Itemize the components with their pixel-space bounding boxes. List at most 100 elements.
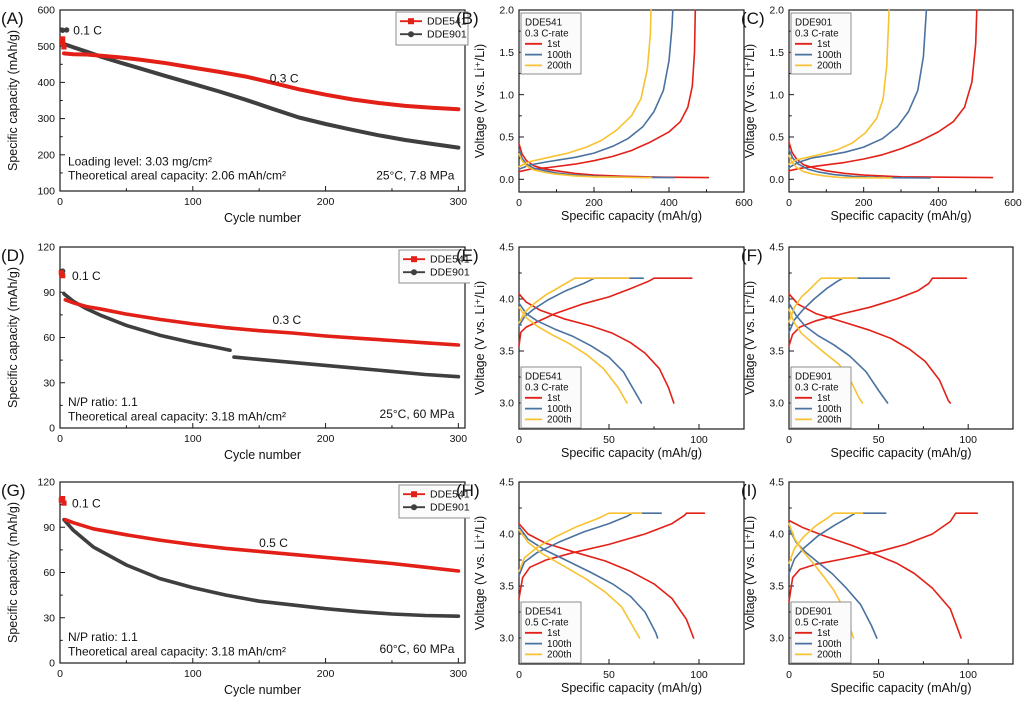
x-tick-label: 0 [57,668,63,680]
y-axis-label: Specific capacity (mAh/g) [6,267,20,408]
y-tick-label: 0.5 [769,132,784,144]
y-tick-label: 600 [37,5,55,17]
y-tick-label: 0.0 [769,174,784,186]
panel-G: 0 100 200 300 0 30 60 90 120 Cycle number Specific… [0,472,470,707]
annotation-3: Theoretical areal capacity: 3.18 mAh/cm² [68,409,286,423]
panel-I: 0 50 100 3.0 3.5 4.0 4.5 Specific capacity (mAh… [740,472,1024,707]
x-tick-label: 200 [855,197,873,209]
y-tick-label: 2.0 [499,5,514,17]
x-tick-label: 300 [450,433,468,445]
panel-D: 0 100 200 300 0 30 60 90 120 Cycle number Specific… [0,237,470,472]
y-axis-label: Voltage (V vs. Li⁺/Li) [743,516,757,630]
legend-entry-label: 200th [817,650,842,661]
y-tick-label: 1.0 [499,89,514,101]
y-tick-label: 0.5 [499,132,514,144]
panel-A: 0 100 200 300 100 200 300 400 500 600 Cycle number… [0,0,470,235]
series-100th-charge-line [518,9,674,170]
legend-title-1: 0.3 C-rate [525,382,569,393]
x-tick-label: 0 [786,197,792,209]
panel-B: 0 200 400 600 0.0 0.5 1.0 1.5 2.0 Specific capaci… [455,0,755,235]
x-tick-label: 50 [873,669,885,681]
legend-entry-label: 100th [547,639,572,650]
series-DDE541-0.1C-marker [58,270,64,276]
y-tick-label: 4.5 [499,242,514,254]
series-100th-charge-line [788,512,887,575]
series-100th-charge-line [518,512,662,577]
y-tick-label: 4.0 [499,294,514,306]
x-tick-label: 400 [660,197,678,209]
panel-F-chart: 0 50 100 3.0 3.5 4.0 4.5 Specific capacity (mAh… [741,242,1014,460]
legend-box [398,484,470,519]
x-tick-label: 0 [786,669,792,681]
y-tick-label: 4.5 [769,242,784,254]
series-DDE541-0.1C-marker [60,273,66,279]
plot-border [518,246,745,430]
x-axis-label: Specific capacity (mAh/g) [561,446,702,460]
x-tick-label: 600 [1004,197,1022,209]
legend-entry-label: DDE901 [427,29,467,41]
annotation-3: Theoretical areal capacity: 2.06 mAh/cm² [68,168,286,182]
y-tick-label: 120 [37,242,55,254]
annotation-2: N/P ratio: 1.1 [68,395,138,409]
panel-F: 0 50 100 3.0 3.5 4.0 4.5 Specific capacity (mAh… [740,237,1024,472]
legend-title-1: 0.5 C-rate [795,617,839,628]
x-axis-label: Cycle number [224,211,301,225]
series-1st-discharge-line [788,293,952,404]
legend-title-0: DDE541 [525,18,562,29]
panel-letter-E: (E) [456,246,479,265]
series-1st-charge-line [788,9,978,172]
panel-letter-G: (G) [1,481,26,500]
x-tick-label: 200 [317,433,335,445]
legend-title-0: DDE901 [795,372,832,383]
y-tick-label: 100 [37,186,55,198]
y-axis-label: Specific capacity (mAh/g) [6,30,20,171]
y-tick-label: 4.0 [769,294,784,306]
series-1st-charge-line [518,9,697,173]
annotation-1: 0.3 C [272,313,301,327]
y-tick-label: 0.0 [499,174,514,186]
series-DDE541-0.1C-marker [61,500,67,506]
legend-title-0: DDE541 [525,607,562,618]
series-DDE901-line [62,292,461,379]
series-200th-charge-line [788,512,864,564]
y-tick-label: 2.0 [769,5,784,17]
y-tick-label: 3.0 [499,633,514,645]
y-axis-label: Voltage (V vs. Li⁺/Li) [473,44,487,158]
series-100th-charge-line [788,9,928,169]
legend-swatch-marker [408,18,414,25]
y-tick-label: 1.5 [769,47,784,59]
x-tick-label: 100 [184,196,202,208]
x-tick-label: 100 [690,669,708,681]
x-axis-label: Specific capacity (mAh/g) [830,681,971,695]
y-axis-label: Voltage (V vs. Li⁺/Li) [473,281,487,395]
x-tick-label: 200 [317,196,335,208]
y-tick-label: 1.0 [769,89,784,101]
x-tick-label: 200 [317,668,335,680]
legend-entry-label: 100th [817,50,842,61]
x-tick-label: 600 [735,197,753,209]
series-DDE901-0.1C-marker [59,27,66,33]
series-DDE541-line [63,298,461,347]
x-tick-label: 400 [930,197,948,209]
series-1st-charge-line [518,512,706,600]
panel-letter-F: (F) [741,246,763,265]
panel-C: 0 200 400 600 0.0 0.5 1.0 1.5 2.0 Specific capaci… [740,0,1024,235]
x-tick-label: 0 [516,197,522,209]
annotation-0: 0.1 C [73,23,102,37]
x-tick-label: 100 [959,669,977,681]
x-tick-label: 100 [959,434,977,446]
series-1st-discharge-line [788,519,962,639]
y-tick-label: 3.5 [499,346,514,358]
legend-swatch-marker [411,269,417,276]
x-tick-label: 50 [603,434,615,446]
y-tick-label: 30 [43,612,55,624]
legend-title-0: DDE541 [525,372,562,383]
x-tick-label: 300 [450,668,468,680]
x-tick-label: 100 [184,433,202,445]
panel-C-chart: 0 200 400 600 0.0 0.5 1.0 1.5 2.0 Specific capaci… [741,5,1022,223]
y-tick-label: 200 [37,149,55,161]
annotation-0: 0.1 C [72,269,101,283]
legend-entry-label: 1st [817,393,830,404]
